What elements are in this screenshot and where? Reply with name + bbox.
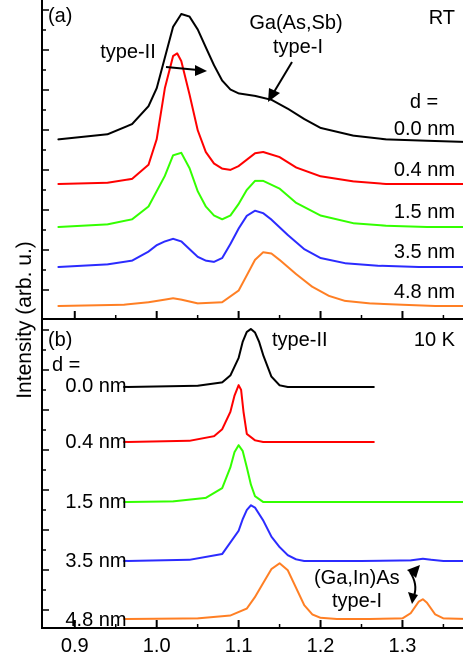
series-line-a-1-5-nm — [57, 151, 463, 228]
x-tick-label-3: 1.2 — [307, 635, 335, 655]
trace-label-b-4: 4.8 nm — [65, 609, 126, 631]
series-line-b-4-8-nm — [122, 562, 463, 620]
trace-label-a-2: 1.5 nm — [394, 201, 455, 223]
trace-label-b-3: 3.5 nm — [65, 550, 126, 572]
trace-label-a-3: 3.5 nm — [394, 241, 455, 263]
panel-b-frame — [41, 318, 463, 629]
axis-ticks — [42, 9, 445, 628]
series-line-b-0-0-nm — [122, 328, 375, 388]
series-line-b-1-5-nm — [122, 444, 463, 503]
panel-a-condition: RT — [429, 7, 455, 29]
panel-b-traces — [122, 328, 463, 620]
panel-a-traces — [57, 13, 463, 307]
panel-a-gaassb-annotation: Ga(As,Sb) — [249, 12, 342, 34]
panel-b-condition: 10 K — [414, 329, 456, 351]
panel-b-gainas-type1: type-I — [332, 590, 382, 612]
x-tick-label-1: 1.0 — [143, 635, 171, 655]
series-line-a-4-8-nm — [57, 251, 463, 307]
trace-label-b-1: 0.4 nm — [65, 431, 126, 453]
series-line-b-3-5-nm — [122, 504, 463, 562]
panel-a-trace-labels: 0.0 nm 0.4 nm 1.5 nm 3.5 nm 4.8 nm — [394, 118, 455, 303]
panel-b-d-header: d = — [52, 354, 80, 376]
panel-b-trace-labels: 0.0 nm 0.4 nm 1.5 nm 3.5 nm 4.8 nm — [65, 375, 126, 631]
series-line-b-0-4-nm — [122, 384, 375, 443]
x-tick-label-4: 1.3 — [389, 635, 417, 655]
panel-b-tag: (b) — [48, 329, 72, 351]
x-tick-labels: 0.9 1.0 1.1 1.2 1.3 — [61, 635, 417, 655]
panel-a-type2-arrow — [165, 65, 207, 76]
trace-label-a-0: 0.0 nm — [394, 118, 455, 140]
series-line-a-3-5-nm — [57, 209, 463, 268]
panel-b-type2-label: type-II — [272, 329, 328, 351]
panel-a-gaassb-arrow — [268, 61, 293, 102]
panel-a-type2-annotation: type-II — [100, 41, 156, 63]
panel-b-gainas-arrow — [407, 565, 420, 604]
panel-a-tag: (a) — [48, 5, 72, 27]
x-tick-label-0: 0.9 — [61, 635, 89, 655]
series-line-a-0-4-nm — [57, 52, 463, 185]
panel-b-gainas-annotation: (Ga,In)As — [314, 567, 400, 589]
x-tick-label-2: 1.1 — [225, 635, 253, 655]
trace-label-b-2: 1.5 nm — [65, 491, 126, 513]
panel-a-d-header: d = — [410, 91, 438, 113]
trace-label-a-1: 0.4 nm — [394, 159, 455, 181]
trace-label-b-0: 0.0 nm — [65, 375, 126, 397]
y-axis-label: Intensity (arb. u.) — [13, 241, 36, 399]
series-line-a-0-0-nm — [57, 13, 463, 143]
panel-a-gaassb-type1: type-I — [273, 36, 323, 58]
trace-label-a-4: 4.8 nm — [394, 281, 455, 303]
